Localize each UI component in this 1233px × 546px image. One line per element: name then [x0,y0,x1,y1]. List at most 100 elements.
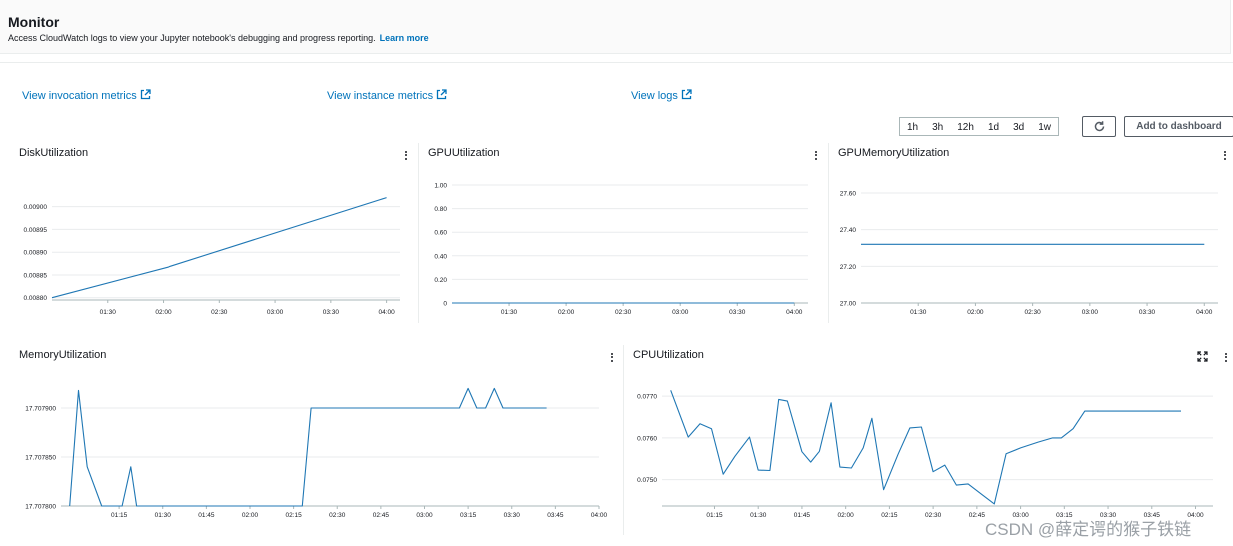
x-tick-label: 04:00 [786,309,803,316]
x-tick-label: 03:00 [1082,309,1099,316]
y-tick-label: 0.40 [434,253,447,260]
x-tick-label: 03:30 [1100,512,1117,519]
x-tick-label: 04:00 [1196,309,1213,316]
series-line [670,390,1181,505]
dot-icon [1224,154,1226,156]
y-tick-label: 0.80 [434,206,447,213]
range-1w-button[interactable]: 1w [1038,122,1051,133]
dot-icon [611,356,613,358]
x-tick-label: 02:00 [558,309,575,316]
memory-utilization-panel: MemoryUtilization 17.707900 17.707850 17.7… [19,349,619,529]
range-3h-button[interactable]: 3h [932,122,944,133]
memory-utilization-chart: 17.707900 17.707850 17.707800 01:15 01:30 01:… [25,387,608,519]
y-tick-label: 0.00900 [24,204,48,211]
external-link-icon [681,89,692,100]
x-tick-label: 01:15 [706,512,723,519]
x-tick-label: 02:00 [967,309,984,316]
dot-icon [815,154,817,156]
x-tick-label: 03:30 [323,309,340,316]
y-tick-label: 0.0770 [637,394,657,401]
view-invocation-metrics-link[interactable]: View invocation metrics [22,89,151,102]
x-tick-label: 03:30 [504,512,521,519]
dot-icon [405,150,407,153]
dot-icon [815,157,817,160]
refresh-icon [1094,121,1104,132]
panel-menu-button[interactable] [811,147,821,163]
x-tick-label: 01:30 [155,512,172,519]
x-tick-label: 03:00 [1012,512,1029,519]
series-line [51,197,387,299]
y-tick-label: 27.20 [840,264,857,271]
x-tick-label: 02:30 [329,512,346,519]
panel-menu-button[interactable] [1221,349,1231,365]
y-tick-label: 27.40 [840,227,857,234]
x-tick-label: 03:00 [416,512,433,519]
time-range-selector: 1h 3h 12h 1d 3d 1w [899,117,1059,136]
refresh-button[interactable] [1082,116,1116,137]
divider [0,62,1233,63]
disk-utilization-panel: DiskUtilization 0.00900 0.00895 0.00890 0.0… [19,147,414,322]
panel-title: MemoryUtilization [19,349,107,361]
cpu-utilization-chart: 0.0770 0.0760 0.0750 01:15 01:30 01:45 02:00 02… [637,390,1213,519]
panel-menu-button[interactable] [607,349,617,365]
add-to-dashboard-button[interactable]: Add to dashboard [1124,116,1233,137]
monitor-header: Monitor Access CloudWatch logs to view y… [0,0,1231,54]
x-tick-label: 02:30 [1024,309,1041,316]
panel-menu-button[interactable] [401,147,411,163]
x-tick-label: 04:00 [591,512,608,519]
x-tick-label: 02:15 [285,512,302,519]
disk-utilization-chart: 0.00900 0.00895 0.00890 0.00885 0.00880 01:30… [24,197,400,316]
y-tick-label: 0.00885 [24,272,48,279]
dot-icon [1225,352,1227,355]
x-tick-label: 01:30 [100,309,117,316]
view-instance-metrics-link[interactable]: View instance metrics [327,89,447,102]
page-description: Access CloudWatch logs to view your Jupy… [8,33,429,43]
link-label: View instance metrics [327,90,434,102]
dot-icon [1225,356,1227,358]
external-link-icon [437,89,447,100]
range-3d-button[interactable]: 3d [1013,122,1025,133]
divider [418,143,419,323]
x-tick-label: 02:30 [925,512,942,519]
y-tick-label: 0 [443,301,447,308]
dot-icon [611,359,613,362]
divider [828,143,829,323]
series-line [69,387,547,507]
dot-icon [1225,359,1227,362]
x-tick-label: 03:30 [1139,309,1156,316]
link-label: View logs [631,90,678,102]
gpu-utilization-chart: 1.00 0.80 0.60 0.40 0.20 0 01:30 02:00 02:30 03:0… [434,183,808,316]
expand-icon[interactable] [1197,351,1208,362]
x-tick-label: 02:45 [373,512,390,519]
y-tick-label: 17.707850 [25,455,56,462]
x-tick-label: 01:30 [910,309,927,316]
range-1d-button[interactable]: 1d [987,122,1000,133]
x-tick-label: 02:30 [211,309,228,316]
range-12h-button[interactable]: 12h [957,122,974,133]
x-tick-label: 04:00 [1187,512,1204,519]
x-tick-label: 01:30 [750,512,767,519]
x-tick-label: 02:45 [969,512,986,519]
x-tick-label: 03:45 [547,512,564,519]
cpu-utilization-panel: CPUUtilization 0.0770 0.0760 0.0750 01:15 01… [633,349,1233,529]
external-link-icon [140,89,151,100]
y-tick-label: 0.60 [434,230,447,237]
divider [623,345,624,535]
watermark: CSDN @薛定谔的猴子铁链 [985,520,1192,539]
x-tick-label: 04:00 [378,309,395,316]
x-tick-label: 03:45 [1144,512,1161,519]
y-tick-label: 27.60 [840,191,857,198]
x-tick-label: 03:15 [460,512,477,519]
learn-more-link[interactable]: Learn more [379,33,429,43]
y-tick-label: 0.00890 [24,250,48,257]
x-tick-label: 02:00 [155,309,172,316]
gpu-memory-utilization-panel: GPUMemoryUtilization 27.60 27.40 27.20 27.0… [838,147,1233,322]
y-tick-label: 1.00 [434,183,447,190]
view-logs-link[interactable]: View logs [631,89,692,102]
range-1h-button[interactable]: 1h [907,122,919,133]
y-tick-label: 17.707900 [25,406,56,413]
x-tick-label: 03:15 [1056,512,1073,519]
y-tick-label: 17.707800 [25,504,56,511]
panel-menu-button[interactable] [1220,147,1230,163]
panel-title: CPUUtilization [633,349,704,361]
